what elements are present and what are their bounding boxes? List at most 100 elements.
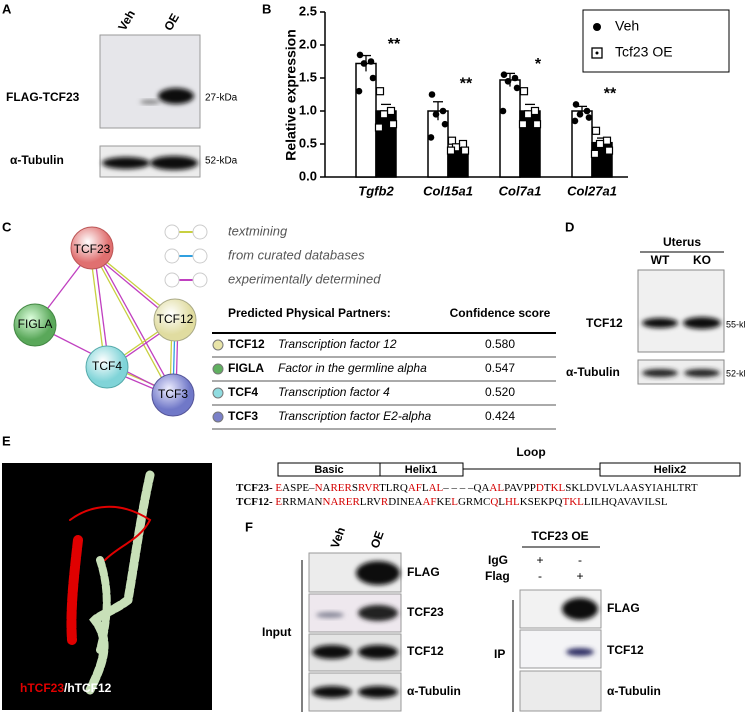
ip-blots	[519, 589, 602, 712]
partner-description: Transcription factor 4	[278, 385, 390, 399]
blot	[637, 269, 725, 353]
row-label: α-Tubulin	[407, 684, 461, 698]
row-label: FLAG-TCF23	[6, 90, 80, 104]
sequence-segment: LILHQAVAVILSL	[584, 496, 668, 508]
confidence-score: 0.580	[485, 337, 515, 351]
sequence-segment: AF	[408, 482, 422, 494]
sequence-segment: – – – –QA	[442, 482, 489, 494]
sequence-segment: AF	[422, 496, 436, 508]
group-label: IP	[494, 647, 505, 661]
legend-marker	[595, 51, 599, 55]
lane-label: Veh	[115, 8, 138, 33]
data-point	[427, 134, 435, 141]
data-point	[604, 146, 614, 155]
node	[85, 345, 129, 389]
sequence-segment: L	[422, 482, 429, 494]
sequence-segment: GRMC	[458, 496, 490, 508]
sequence-segment: DINEA	[388, 496, 422, 508]
node	[13, 303, 57, 347]
panel-label: E	[2, 433, 11, 448]
bar	[499, 79, 521, 178]
sequence: TCF23- EASPE–NARERSRVRTLRQAFLAL– – – –QA…	[236, 482, 698, 494]
band	[358, 645, 398, 659]
y-tick-label: 2.5	[299, 3, 317, 18]
data-point	[388, 120, 398, 129]
sequence-segment: KE	[437, 496, 452, 508]
sequence-segment: Q	[490, 496, 498, 508]
lane-label: WT	[651, 253, 670, 267]
sequence-segment: PAVPP	[504, 482, 536, 494]
node-label: TCF23	[74, 242, 111, 256]
tissue-label: Uterus	[663, 235, 701, 249]
band	[683, 317, 721, 329]
lane-label: OE	[161, 11, 182, 33]
panel-label: B	[262, 1, 271, 16]
band	[642, 318, 678, 328]
x-tick-label: Tgfb2	[358, 183, 394, 198]
band	[356, 561, 400, 585]
legend-node	[164, 248, 180, 264]
band	[312, 686, 352, 698]
band	[158, 88, 194, 104]
data-point	[379, 110, 389, 119]
sequence-segment: N	[315, 482, 323, 494]
condition-mark: -	[538, 569, 542, 583]
sequence-segment: NARER	[323, 496, 361, 508]
bar-chart: 0.0 0.5 1.0 1.5 2.0 2.5 Tgfb2 ** Col15a1 ** Col7a1…	[299, 3, 730, 198]
caption-part: /hTCF12	[64, 681, 112, 695]
data-point	[532, 120, 542, 129]
panel-label: F	[245, 519, 253, 534]
data-point	[375, 87, 385, 96]
domain-label: Helix2	[654, 464, 686, 476]
size-label: 52-kDa	[726, 368, 745, 378]
legend-marker	[593, 23, 601, 31]
node-label: TCF4	[92, 359, 122, 373]
partner-name: FIGLA	[228, 361, 264, 375]
size-label: 52-kDa	[205, 156, 238, 167]
band	[684, 369, 720, 377]
data-point	[583, 107, 591, 115]
edge-legend	[164, 224, 208, 288]
blot	[519, 670, 602, 712]
data-point	[355, 87, 363, 95]
data-point	[513, 84, 521, 92]
band	[140, 100, 160, 104]
data-point	[590, 149, 600, 158]
data-point	[591, 126, 601, 135]
sequence-segment: L	[451, 496, 458, 508]
data-point	[441, 120, 449, 128]
row-swatch	[212, 339, 224, 351]
partner-description: Transcription factor 12	[278, 337, 397, 351]
data-point	[511, 74, 519, 82]
y-tick-label: 1.5	[299, 69, 317, 84]
sequence-segment: S	[352, 482, 358, 494]
row-label: TCF12	[607, 643, 644, 657]
row-label: FLAG	[407, 565, 440, 579]
condition-mark: -	[578, 553, 582, 567]
legend-box	[582, 9, 730, 73]
data-point	[428, 91, 436, 98]
row-label: TCF12	[407, 644, 444, 658]
node-label: TCF3	[158, 387, 188, 401]
blot	[99, 34, 201, 129]
data-point	[602, 136, 612, 145]
data-point	[571, 117, 579, 125]
y-tick-label: 0.0	[299, 168, 317, 183]
data-point	[585, 114, 593, 121]
data-point	[572, 101, 580, 108]
condition-label: Flag	[485, 569, 510, 583]
partner-description: Factor in the germline alpha	[278, 361, 427, 375]
domain-label: Basic	[314, 464, 343, 476]
band	[358, 605, 398, 621]
band	[566, 648, 594, 656]
sequence-segment: LRV	[360, 496, 381, 508]
x-tick-label: Col7a1	[499, 183, 542, 198]
node-label: FIGLA	[18, 317, 53, 331]
partner-table: Predicted Physical Partners: Confidence …	[212, 306, 556, 430]
sequence-segment: HL	[505, 496, 520, 508]
band	[642, 369, 678, 377]
node	[153, 298, 197, 342]
sequence-segment: RER	[330, 482, 352, 494]
data-point	[367, 58, 375, 65]
